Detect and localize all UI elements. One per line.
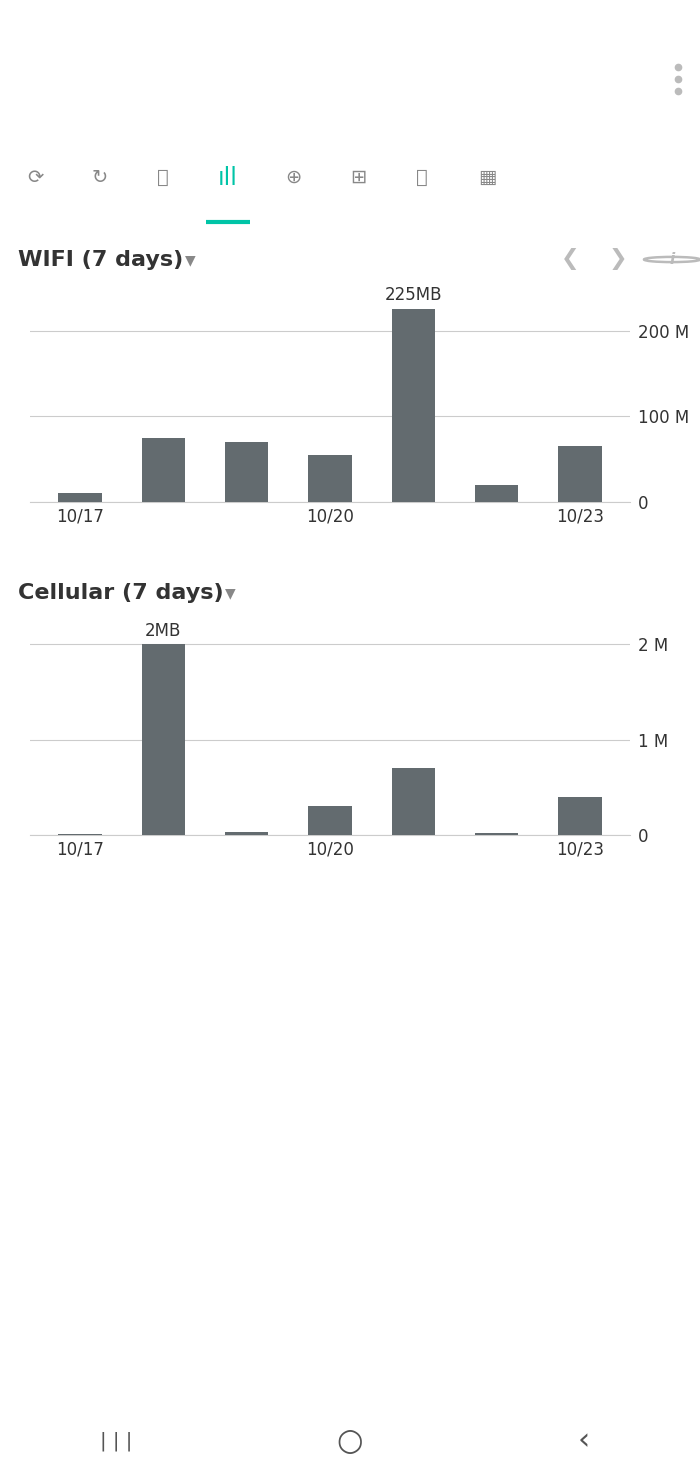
Text: ıll: ıll [218,165,238,190]
Bar [559,446,602,502]
Bar [58,493,102,502]
Bar [225,441,268,502]
Text: ⏱: ⏱ [157,168,169,187]
Text: ⊞: ⊞ [350,168,366,187]
Bar [392,768,435,835]
Text: ↻: ↻ [92,168,108,187]
Bar [141,644,185,835]
Text: Cellular (7 days): Cellular (7 days) [18,583,223,602]
Text: ▼: ▼ [185,254,195,267]
Text: | | |: | | | [100,1432,132,1451]
Bar [225,832,268,835]
Text: i: i [669,252,675,267]
Text: ‹: ‹ [578,1426,590,1455]
Bar [559,797,602,835]
Text: 225MB: 225MB [384,286,442,304]
Text: ○: ○ [337,1426,363,1455]
Text: 59%: 59% [650,13,684,28]
Text: Data Monitor: Data Monitor [22,75,269,109]
Text: ⟳: ⟳ [27,168,43,187]
Text: ❯: ❯ [609,248,627,270]
Text: 4:14: 4:14 [16,12,64,31]
Bar [475,832,518,835]
Text: ⏲: ⏲ [416,168,428,187]
Text: WIFI (7 days): WIFI (7 days) [18,249,183,270]
Text: ▦: ▦ [478,168,496,187]
Bar [475,484,518,502]
Text: ⊕: ⊕ [285,168,301,187]
Bar [308,455,351,502]
Text: 2MB: 2MB [145,623,181,641]
Text: ❮: ❮ [561,248,580,270]
Bar [141,438,185,502]
Bar [308,806,351,835]
Text: ▼: ▼ [225,586,236,601]
Bar [392,308,435,502]
